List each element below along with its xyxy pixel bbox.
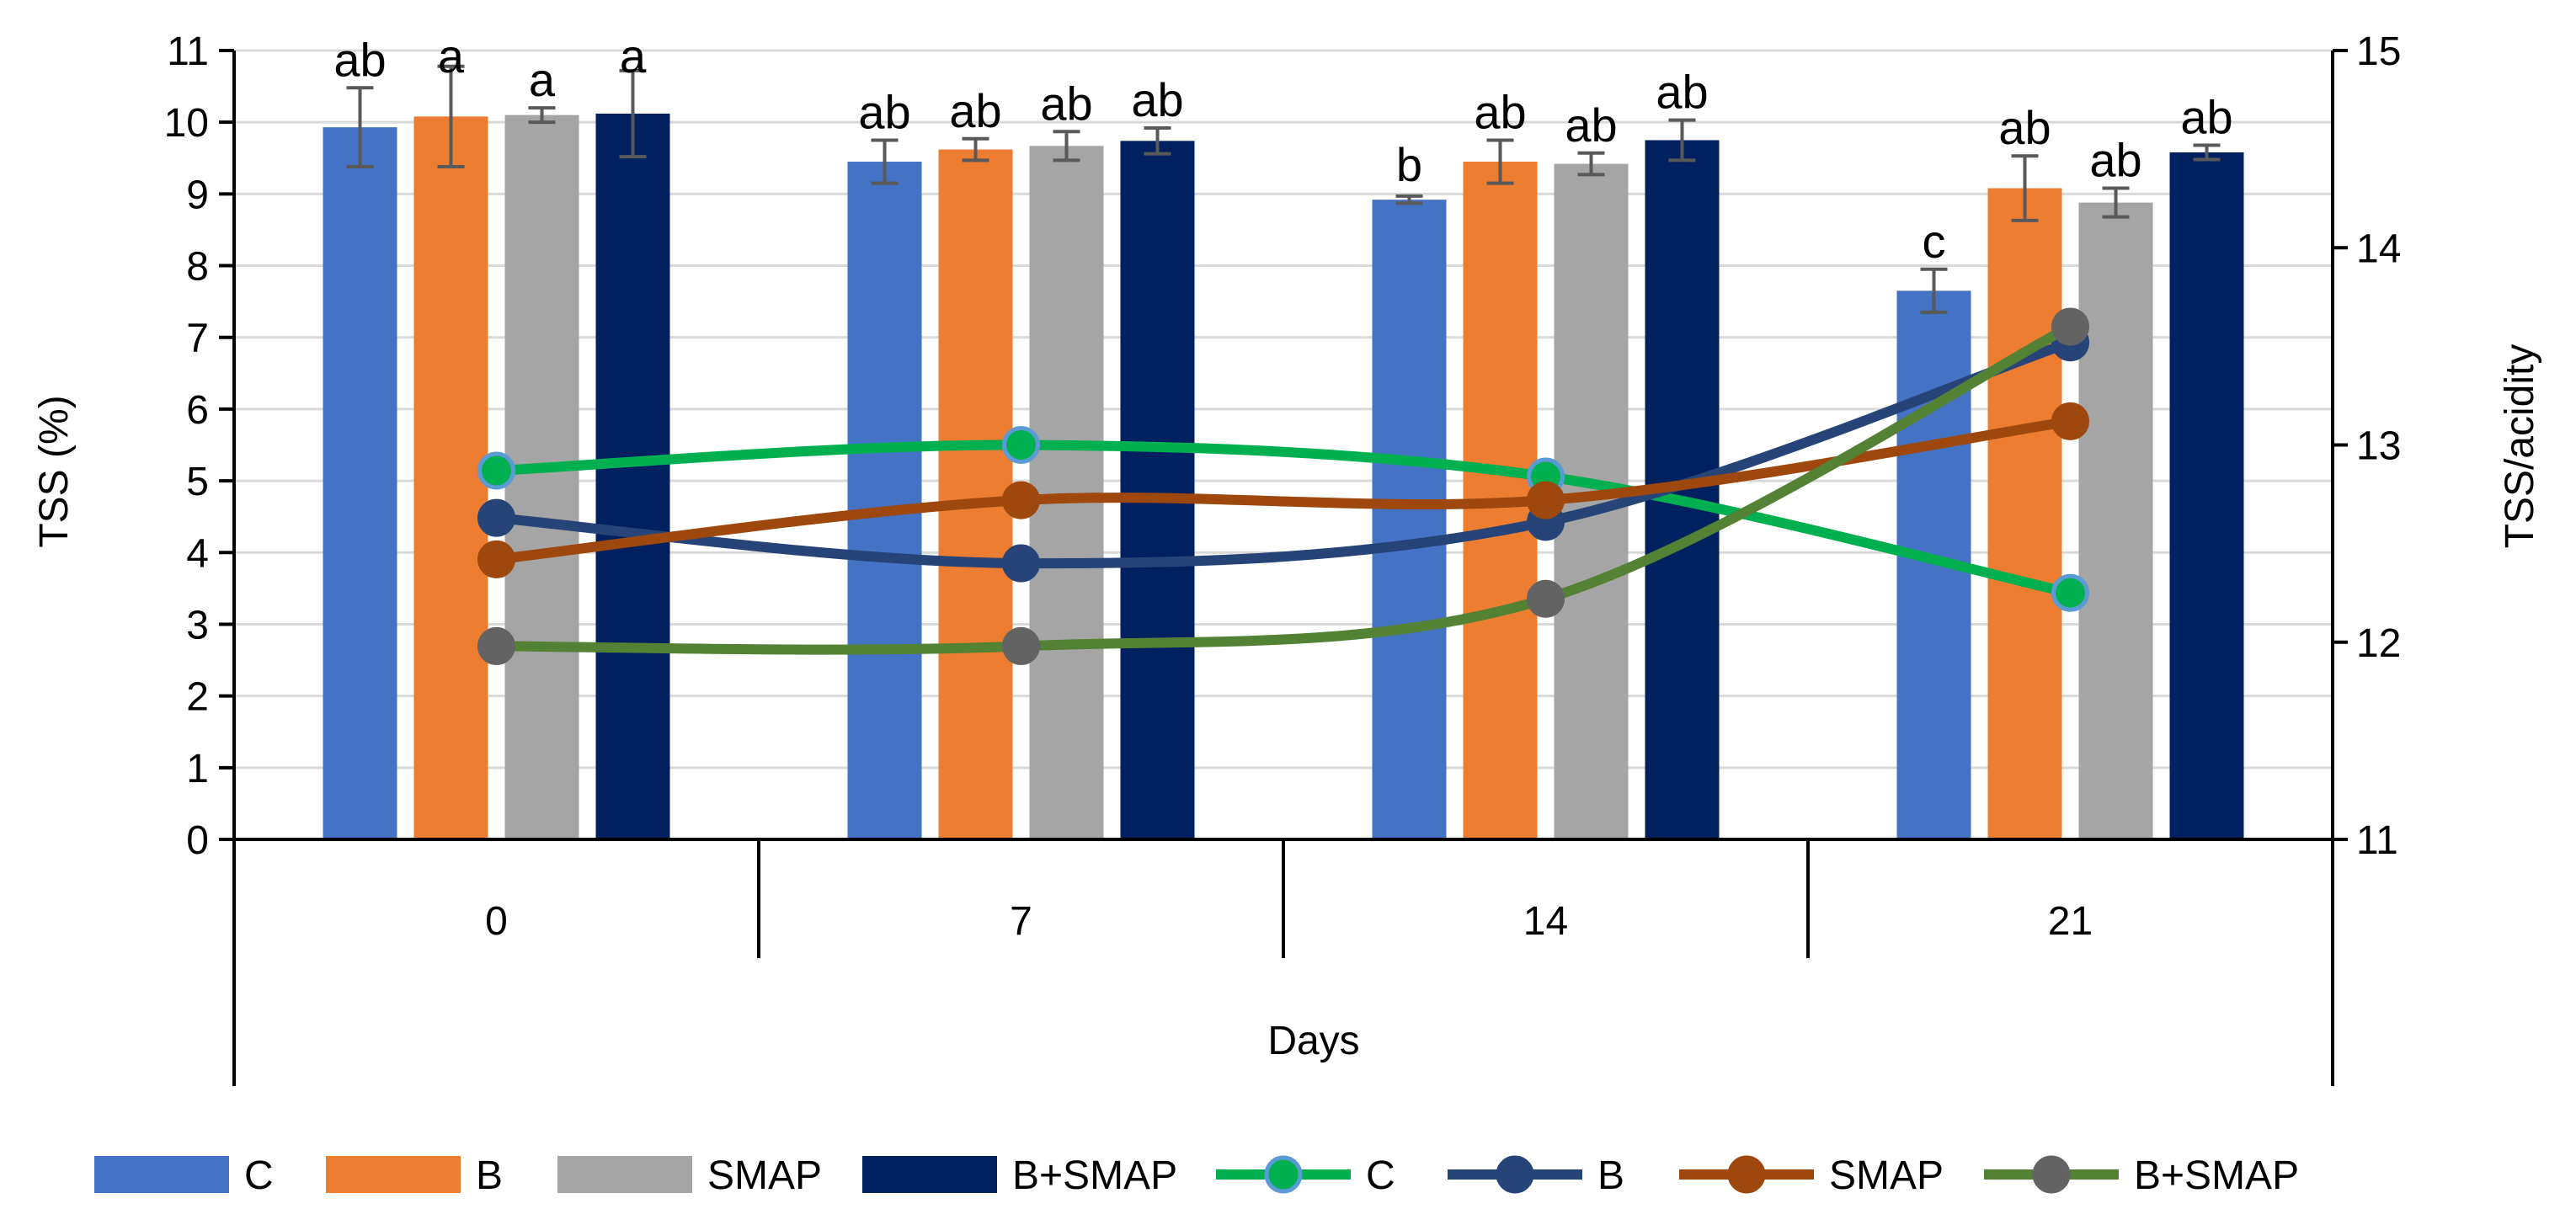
line-series [491,321,2076,655]
legend-label: C [244,1153,274,1198]
legend-bar-swatch [326,1156,461,1193]
y-tick-label-left: 11 [167,29,209,74]
significance-letter: ab [858,85,910,138]
x-tick-label: 21 [2048,899,2093,944]
x-tick-label: 0 [485,899,508,944]
legend-label: SMAP [1829,1153,1944,1198]
significance-letter: ab [2180,90,2232,143]
bar [323,127,397,840]
significance-letter: ab [1131,73,1183,126]
legend-line-marker [1496,1155,1534,1194]
y-tick-label-left: 2 [186,675,209,720]
legend-bar-swatch [94,1156,229,1193]
x-axis-label: Days [1267,1019,1359,1063]
y-tick-label-right: 15 [2356,29,2401,74]
significance-letter: a [529,53,556,106]
significance-letter: ab [949,84,1001,137]
x-tick-label: 14 [1523,899,1568,944]
bar [1029,146,1104,840]
bar [847,162,922,840]
y-tick-label-left: 5 [186,460,209,504]
line-marker [1002,544,1040,583]
line-marker [2051,573,2089,612]
y-tick-label-left: 0 [186,818,209,863]
line-marker [477,451,515,490]
significance-letter: ab [1656,66,1708,119]
significance-letter: ab [1474,85,1526,138]
significance-letter: a [438,29,465,83]
line-series [491,439,2076,599]
legend-label: SMAP [707,1153,822,1198]
y-tick-label-left: 6 [186,388,209,433]
legend-label: B+SMAP [1012,1153,1177,1198]
significance-letter: ab [2089,134,2141,187]
gridlines [234,49,2333,770]
bar [1987,188,2062,840]
line-marker [477,540,515,578]
y-axis-left-label: TSS (%) [32,395,77,547]
bar-series-group [323,113,2244,840]
bar [595,113,670,839]
line-series [491,337,2076,569]
legend-bar-swatch [557,1156,692,1193]
legend: C B SMAP B+SMAP C B SMAP B+SMAP [94,1153,2299,1198]
line-marker [1002,426,1040,464]
y-tick-label-left: 3 [186,603,209,647]
legend-bar-swatch [862,1156,997,1193]
x-tick-label: 7 [1010,899,1032,944]
bar [413,116,488,839]
line-marker [2051,402,2089,440]
line-marker [2051,307,2089,346]
significance-letter: b [1396,138,1422,191]
line-marker [477,626,515,665]
legend-line-marker [1264,1155,1303,1194]
legend-label: B+SMAP [2134,1153,2299,1198]
bar [2169,152,2244,839]
y-tick-label-left: 8 [186,245,209,290]
line-marker [1527,481,1565,519]
significance-letter: c [1923,215,1946,268]
y-tick-label-right: 14 [2356,226,2401,271]
line-marker [477,498,515,537]
bar [504,115,579,839]
significance-letter: ab [1040,77,1092,130]
significance-letter: ab [1998,101,2051,154]
significance-letter: ab [333,33,386,86]
y-tick-label-left: 9 [186,173,209,217]
legend-label: C [1366,1153,1395,1198]
y-tick-label-left: 7 [186,317,209,361]
line-marker [1527,579,1565,618]
line-marker [1002,481,1040,519]
legend-line-marker [1727,1155,1766,1194]
y-tick-label-right: 11 [2356,818,2398,863]
bar [938,149,1013,839]
y-tick-label-left: 10 [164,101,209,146]
line-series-group [477,307,2089,665]
y-axis-right-label: TSS/acidity [2498,344,2542,549]
y-tick-label-left: 1 [186,747,209,791]
legend-line-marker [2032,1155,2071,1194]
error-bars-group [346,64,2221,314]
y-tick-label-right: 12 [2356,621,2401,666]
line-marker [1002,626,1040,665]
bar [2078,202,2153,839]
significance-letter: a [620,29,647,83]
bar [1120,141,1195,839]
legend-label: B [1597,1153,1624,1198]
legend-label: B [476,1153,503,1198]
y-tick-label-right: 13 [2356,424,2401,469]
y-tick-label-left: 4 [186,531,209,576]
bar [1372,200,1447,840]
significance-letter: ab [1565,99,1617,152]
axes-group [219,49,2348,1086]
